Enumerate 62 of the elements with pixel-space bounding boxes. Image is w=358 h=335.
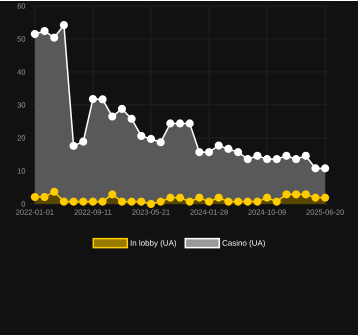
point — [156, 138, 165, 146]
point — [292, 155, 300, 164]
point — [70, 142, 78, 150]
point — [98, 198, 107, 206]
point — [118, 104, 126, 113]
point — [263, 194, 272, 202]
point — [224, 198, 232, 206]
point — [146, 134, 156, 144]
point — [176, 194, 184, 202]
point — [195, 148, 204, 156]
point — [311, 194, 320, 202]
point — [137, 198, 146, 206]
point — [234, 148, 242, 156]
point — [156, 198, 165, 206]
point — [224, 144, 232, 153]
point — [302, 152, 310, 160]
point — [70, 198, 78, 206]
point — [321, 194, 330, 202]
point — [214, 142, 223, 150]
point — [244, 155, 252, 164]
point — [253, 152, 262, 160]
point — [50, 34, 58, 42]
point — [60, 198, 68, 206]
point — [128, 198, 136, 206]
point — [166, 119, 174, 128]
point — [50, 188, 58, 196]
point — [253, 198, 262, 206]
point — [60, 21, 68, 30]
point — [282, 190, 290, 198]
point — [214, 194, 223, 202]
point — [79, 198, 88, 206]
point — [272, 198, 281, 206]
point — [108, 112, 116, 121]
point — [204, 198, 214, 206]
point — [30, 192, 39, 202]
point — [321, 164, 330, 172]
point — [146, 200, 156, 208]
point — [234, 198, 242, 206]
point — [166, 194, 174, 202]
point — [186, 119, 194, 128]
point — [30, 30, 39, 38]
point — [244, 198, 252, 206]
point — [137, 132, 146, 140]
point — [272, 155, 281, 164]
point — [282, 152, 290, 160]
point — [263, 155, 272, 164]
point — [292, 190, 300, 198]
point — [118, 198, 126, 206]
point — [108, 190, 116, 198]
point — [88, 94, 97, 104]
point — [98, 95, 107, 104]
point — [186, 198, 194, 206]
point — [195, 194, 204, 202]
point — [311, 164, 320, 172]
point — [204, 148, 214, 156]
point — [79, 138, 88, 146]
point — [302, 190, 310, 198]
point — [88, 198, 97, 206]
point — [176, 119, 184, 128]
point — [128, 114, 136, 123]
point — [40, 27, 49, 36]
point — [40, 192, 49, 202]
